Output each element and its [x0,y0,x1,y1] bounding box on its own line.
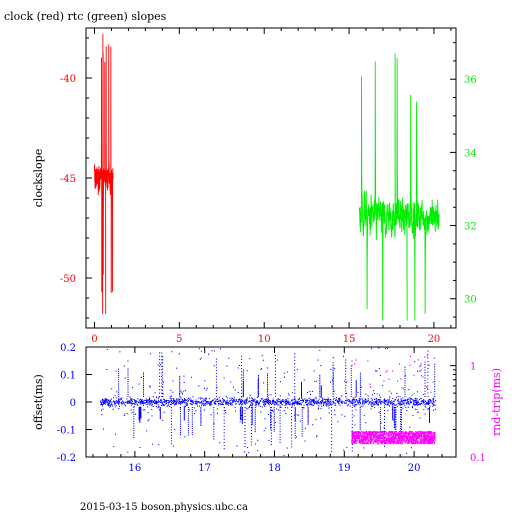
y-tick-label: -50 [60,274,76,285]
y-axis-label: clockslope [32,149,45,207]
y-tick-label: 0.2 [60,343,76,354]
slopes-panel: 0 5 10 15 20 -50 -45 -40 30 32 34 36 clockslope [32,27,477,345]
blue-offset-series [100,347,437,456]
magenta-roundtrip-series [351,355,436,445]
slopes-plot-frame [85,27,457,329]
x-tick-label: 18 [268,463,281,474]
x-tick-label: 16 [129,463,142,474]
y2-tick-label: 1 [470,362,476,373]
y2-tick-label: 30 [464,295,477,306]
x-tick-label: 17 [198,463,211,474]
chart-title: clock (red) rtc (green) slopes [4,10,167,23]
y-tick-label: -45 [60,174,76,185]
y2-tick-label: 0.1 [470,453,486,464]
x-tick-label: 20 [428,334,441,345]
x-tick-label: 5 [176,334,182,345]
x-tick-label: 19 [338,463,351,474]
y-tick-label: 0.1 [60,371,76,382]
y-tick-label: -0.2 [57,453,76,464]
red-slope-series [94,33,114,315]
footer-text: 2015-03-15 boson.physics.ubc.ca [80,502,248,512]
green-slope-series [358,53,440,321]
y2-tick-label: 34 [464,148,477,159]
y2-axis-label: rnd-trip(ms) [490,368,503,436]
x-tick-label: 15 [343,334,356,345]
y2-tick-label: 32 [464,222,477,233]
y-tick-label: -40 [60,74,76,85]
x-tick-label: 0 [91,334,97,345]
y-tick-label: 0 [70,398,76,409]
y-axis-label: offset(ms) [32,374,45,430]
x-tick-label: 20 [408,463,421,474]
y2-tick-label: 36 [464,75,477,86]
y-tick-label: -0.1 [57,426,76,437]
x-tick-label: 10 [258,334,271,345]
offset-panel: 16 17 18 19 20 -0.2 -0.1 0 0.1 0.2 0.1 1 offset(ms) r… [32,343,503,474]
